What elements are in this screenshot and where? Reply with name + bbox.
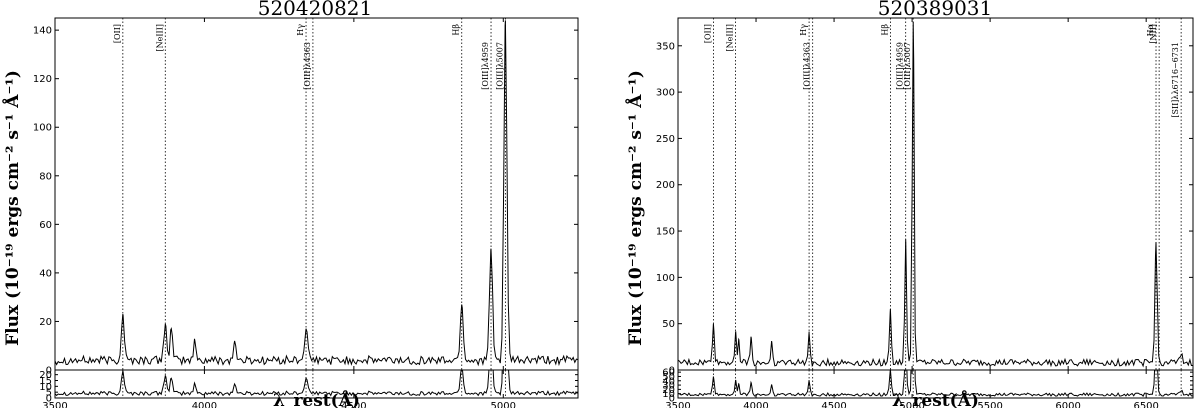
x-tick-label-4: 5500	[977, 401, 1002, 408]
emission-line-label-7: Hα	[1146, 23, 1155, 36]
chart-title: 520389031	[878, 0, 993, 20]
emission-line-label-1: [NeIII]	[726, 24, 735, 51]
bottom-y-tick-label-6: 60	[662, 368, 675, 379]
x-tick-label-2: 4500	[821, 401, 846, 408]
bottom-y-tick-label-5: 50	[662, 372, 675, 383]
top-y-tick-label-1: 50	[662, 319, 675, 330]
spectrum-line-top	[55, 20, 578, 367]
bottom-y-tick-label-0: 0	[46, 394, 52, 405]
top-y-tick-label-7: 350	[656, 41, 675, 52]
y-axis-label: Flux (10⁻¹⁹ ergs cm⁻² s⁻¹ Å⁻¹)	[624, 70, 646, 346]
emission-line-label-3: [OIII]λ4363	[803, 42, 812, 90]
bottom-y-tick-label-0: 0	[669, 394, 675, 405]
emission-line-label-2: Hγ	[296, 24, 305, 36]
x-tick-label-3: 5000	[899, 401, 924, 408]
emission-line-label-9: [SII]λλ6716−6731	[1171, 42, 1180, 118]
x-tick-label-0: 3500	[42, 401, 67, 408]
emission-line-label-0: [OII]	[703, 24, 712, 43]
bottom-y-tick-label-3: 15	[39, 376, 52, 387]
top-y-tick-label-0: 0	[669, 366, 675, 377]
bottom-axes-frame	[54, 369, 579, 399]
x-tick-label-2: 4500	[341, 401, 366, 408]
top-y-tick-label-3: 150	[656, 227, 675, 238]
emission-line-label-6: [OIII]λ5007	[495, 42, 504, 90]
top-y-tick-label-0: 0	[46, 366, 52, 377]
spectrum-line-bottom	[55, 370, 578, 397]
emission-line-label-5: [OIII]λ4959	[481, 42, 490, 90]
bottom-y-tick-label-1: 5	[46, 388, 52, 399]
top-y-tick-label-6: 120	[33, 74, 52, 85]
bottom-y-tick-label-1: 10	[662, 389, 675, 400]
chart-title: 520420821	[258, 0, 373, 20]
top-y-tick-label-4: 80	[39, 171, 52, 182]
emission-line-label-4: Hβ	[452, 24, 461, 36]
x-tick-label-5: 6000	[1055, 401, 1080, 408]
x-tick-label-0: 3500	[665, 401, 690, 408]
spectrum-line-top	[678, 21, 1193, 368]
emission-line-label-6: [OIII]λ5007	[903, 42, 912, 90]
top-y-tick-label-5: 100	[33, 123, 52, 134]
x-tick-label-1: 4000	[192, 401, 217, 408]
emission-line-label-3: [OIII]λ4363	[303, 42, 312, 90]
emission-line-label-2: Hγ	[799, 24, 808, 36]
top-y-tick-label-7: 140	[33, 26, 52, 37]
x-tick-label-1: 4000	[743, 401, 768, 408]
emission-line-label-0: [OII]	[113, 24, 122, 43]
spectrum-line-bottom	[678, 370, 1193, 397]
top-y-tick-label-6: 300	[656, 88, 675, 99]
y-axis-label: Flux (10⁻¹⁹ ergs cm⁻² s⁻¹ Å⁻¹)	[1, 70, 23, 346]
bottom-y-tick-label-4: 40	[662, 376, 675, 387]
bottom-y-tick-label-2: 10	[39, 382, 52, 393]
bottom-y-tick-label-2: 20	[662, 385, 675, 396]
emission-line-label-5: [OIII]λ4959	[896, 42, 905, 90]
bottom-y-tick-label-4: 20	[39, 370, 52, 381]
top-y-tick-label-4: 200	[656, 180, 675, 191]
bottom-axes-frame	[677, 369, 1194, 399]
top-y-tick-label-5: 250	[656, 134, 675, 145]
emission-line-label-1: [NeIII]	[155, 24, 164, 51]
top-y-tick-label-2: 40	[39, 268, 52, 279]
emission-line-label-8: [NII]	[1149, 24, 1158, 44]
bottom-y-tick-label-3: 30	[662, 381, 675, 392]
x-tick-label-6: 6500	[1133, 401, 1158, 408]
top-y-tick-label-1: 20	[39, 317, 52, 328]
x-tick-label-3: 5000	[491, 401, 516, 408]
top-y-tick-label-3: 60	[39, 220, 52, 231]
emission-line-label-4: Hβ	[880, 24, 889, 36]
top-axes-frame	[677, 17, 1194, 371]
top-y-tick-label-2: 100	[656, 273, 675, 284]
